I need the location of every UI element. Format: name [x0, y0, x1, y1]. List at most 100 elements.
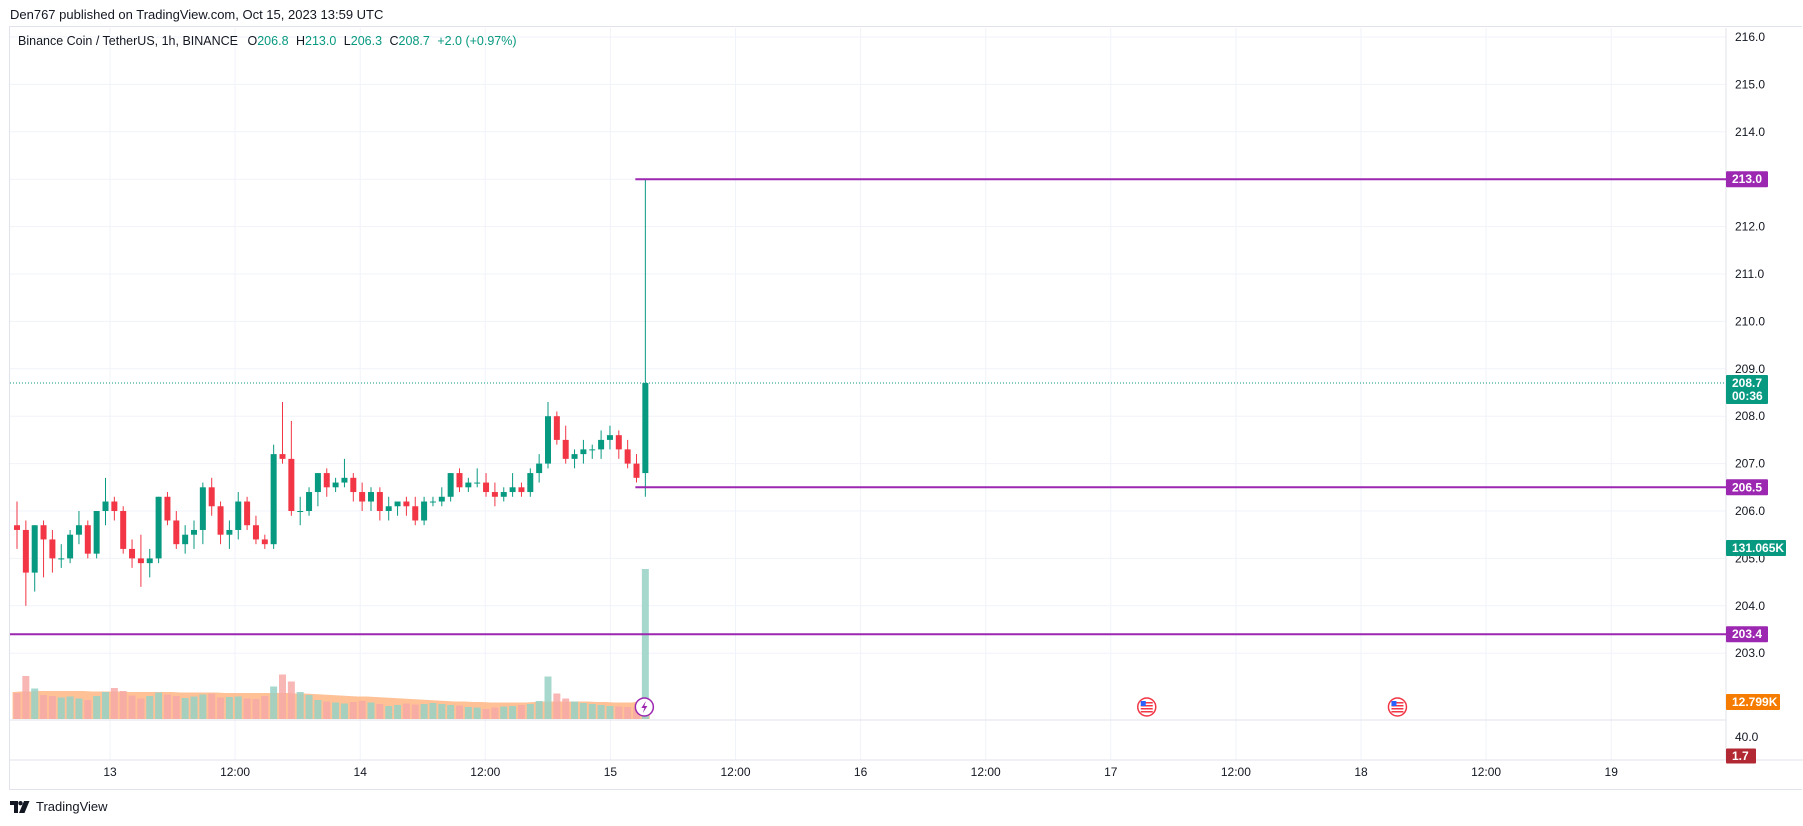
flag-stripe [1391, 705, 1404, 707]
candle [350, 473, 357, 502]
candle-body [429, 501, 436, 503]
candle-body [306, 492, 313, 511]
volume-bar [13, 693, 21, 719]
volume-bar [22, 676, 30, 719]
volume-bar [296, 692, 304, 719]
flag-stripe [1140, 711, 1153, 713]
time-tick-label: 19 [1605, 765, 1619, 779]
candle [84, 520, 91, 559]
symbol-legend: Binance Coin / TetherUS, 1h, BINANCE O20… [18, 34, 521, 48]
candle-body [642, 383, 649, 474]
change-value: +2.0 (+0.97%) [437, 34, 517, 48]
high-value: 213.0 [305, 34, 337, 48]
candle [40, 520, 47, 578]
candle-body [49, 539, 56, 559]
candle-body [598, 439, 605, 450]
candle [235, 492, 242, 540]
close-label: C [389, 34, 399, 48]
volume-bar [314, 700, 322, 719]
candle-body [164, 496, 171, 521]
footer-brand[interactable]: TradingView [10, 799, 108, 814]
volume-bar [48, 696, 56, 719]
volume-bar [447, 705, 455, 719]
price-axis: 216.0 215.0 214.0 213.0 212.0 211.0 210.0 209.0… [1735, 30, 1765, 744]
price-tick-label: 207.0 [1735, 457, 1765, 471]
volume-bar [128, 695, 136, 719]
candle [509, 473, 516, 497]
candle [208, 477, 215, 516]
flag-canton [1391, 701, 1397, 706]
volume-bar [633, 707, 640, 719]
time-tick-label: 12:00 [1221, 765, 1251, 779]
candle [261, 534, 268, 549]
price-tick-label: 209.0 [1735, 362, 1765, 376]
volume-bar [340, 703, 348, 719]
tradingview-logo-icon [10, 800, 30, 813]
volume-bar [473, 707, 481, 719]
volume-bar [509, 706, 517, 719]
candle [571, 449, 578, 469]
candle [270, 444, 277, 549]
volume-bar [544, 676, 552, 719]
candle [527, 468, 534, 497]
candle-body [111, 501, 118, 511]
last-price-tag-bg [1726, 375, 1768, 405]
volume-bar [562, 698, 570, 719]
volume-bar [119, 691, 127, 719]
flag-stripe [1391, 702, 1404, 704]
flag-stripe [1140, 705, 1153, 707]
axis-tags: 213.0 206.5 203.4 208.700:36 131.065K 12.799K… [1726, 171, 1786, 764]
oscillator-tag-bg [1726, 748, 1756, 764]
candle [385, 496, 392, 521]
candle [474, 468, 481, 488]
candle-body [270, 454, 277, 545]
candle [359, 482, 366, 511]
volume-bar [367, 702, 375, 719]
flag-canton [1140, 701, 1146, 706]
volume-bar [270, 686, 278, 719]
candle-body [67, 534, 74, 559]
volume-bar [172, 696, 180, 719]
candle-body [491, 492, 498, 497]
candle [589, 444, 596, 459]
candle-body [323, 473, 330, 488]
candle [633, 454, 640, 483]
low-value: 206.3 [350, 34, 383, 48]
candle [518, 482, 525, 497]
candle-body [580, 449, 587, 455]
flag-stripe [1140, 702, 1153, 704]
candle [120, 506, 127, 554]
price-tick-label: 203.0 [1735, 646, 1765, 660]
volume-ma-tag: 12.799K [1726, 694, 1780, 710]
volume-bar [279, 674, 286, 719]
candle [58, 544, 65, 568]
volume-ma-tag-bg [1726, 694, 1780, 710]
volume-bar [261, 696, 269, 719]
candle-body [226, 529, 233, 535]
candle-body [368, 492, 374, 502]
volume-bar [438, 704, 446, 719]
volume-bar [208, 693, 216, 719]
volume-bar [225, 697, 233, 719]
us-flag-event-icon [1137, 697, 1157, 717]
candle-body [155, 496, 162, 559]
high-label: H [296, 34, 306, 48]
volume-bar [66, 696, 74, 719]
brand-name: TradingView [36, 799, 108, 814]
candle-body [350, 477, 357, 493]
candle-body [456, 473, 463, 488]
candle-body [545, 416, 551, 464]
volume-bar [624, 707, 632, 719]
chart-frame[interactable] [9, 26, 1802, 790]
close-value: 208.7 [398, 34, 430, 48]
candle-body [93, 511, 100, 554]
time-tick-label: 12:00 [470, 765, 500, 779]
candle-body [589, 449, 596, 451]
candle-body [75, 525, 82, 535]
volume-bar [358, 701, 366, 719]
candle [642, 179, 649, 497]
lightning-bolt [641, 701, 648, 713]
candle-body [279, 454, 286, 459]
candle-body [314, 473, 321, 493]
